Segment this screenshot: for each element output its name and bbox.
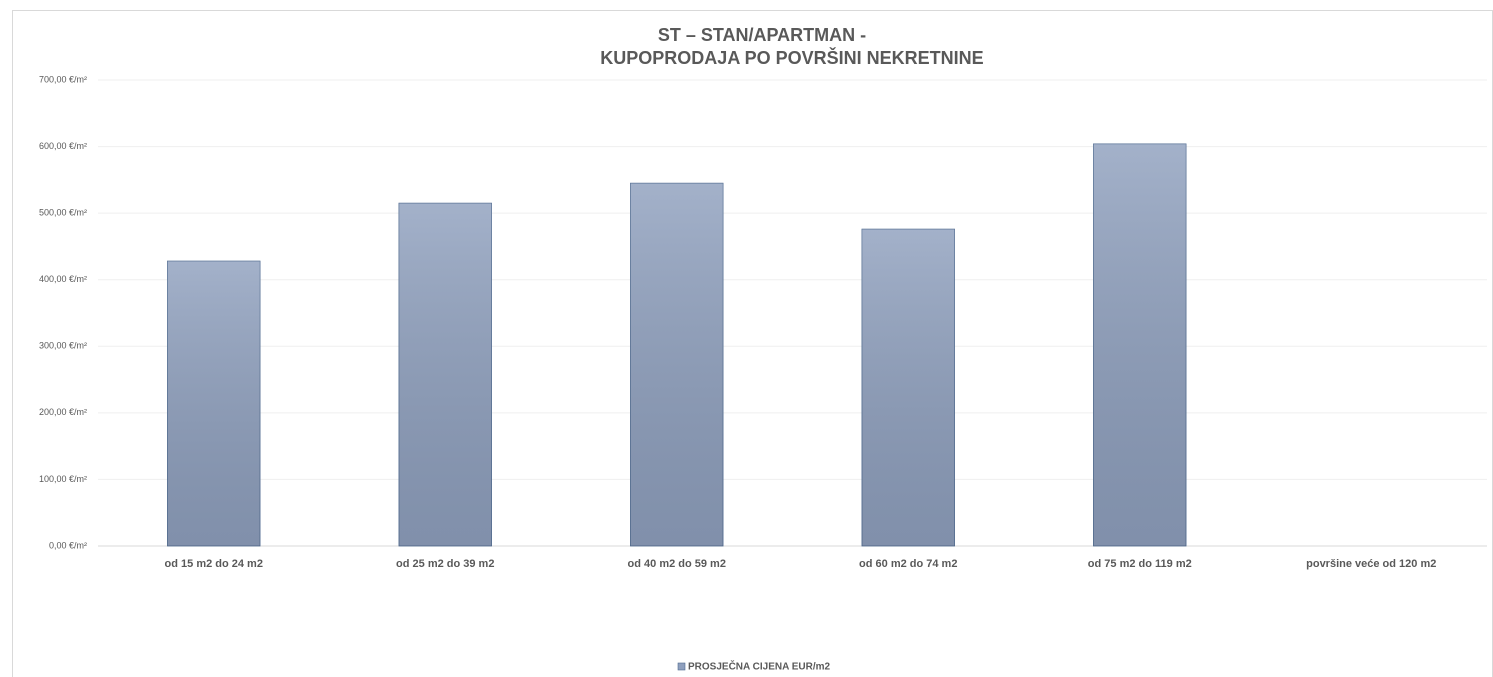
y-tick-label: 100,00 €/m²	[39, 474, 87, 484]
y-tick-label: 300,00 €/m²	[39, 341, 87, 351]
chart-title: ST – STAN/APARTMAN -	[658, 25, 866, 45]
x-tick-label: od 15 m2 do 24 m2	[165, 558, 263, 570]
x-tick-label: od 40 m2 do 59 m2	[628, 558, 726, 570]
x-tick-label: od 25 m2 do 39 m2	[396, 558, 494, 570]
bar-shade	[1093, 143, 1187, 546]
x-tick-label: od 75 m2 do 119 m2	[1088, 558, 1192, 570]
bar-shade	[167, 261, 261, 546]
y-tick-label: 600,00 €/m²	[39, 141, 87, 151]
y-tick-label: 500,00 €/m²	[39, 208, 87, 218]
x-tick-label: od 60 m2 do 74 m2	[859, 558, 957, 570]
x-tick-label: površine veće od 120 m2	[1306, 558, 1436, 570]
bar-shade	[398, 203, 492, 546]
y-tick-label: 700,00 €/m²	[39, 74, 87, 84]
bar-shade	[861, 229, 955, 546]
y-tick-label: 400,00 €/m²	[39, 274, 87, 284]
y-tick-label: 200,00 €/m²	[39, 407, 87, 417]
chart-title: KUPOPRODAJA PO POVRŠINI NEKRETNINE	[600, 47, 983, 68]
bar-shade	[630, 183, 724, 546]
legend-label: PROSJEČNA CIJENA EUR/m2	[688, 660, 831, 673]
legend-swatch	[677, 662, 686, 671]
y-tick-label: 0,00 €/m²	[49, 540, 87, 550]
